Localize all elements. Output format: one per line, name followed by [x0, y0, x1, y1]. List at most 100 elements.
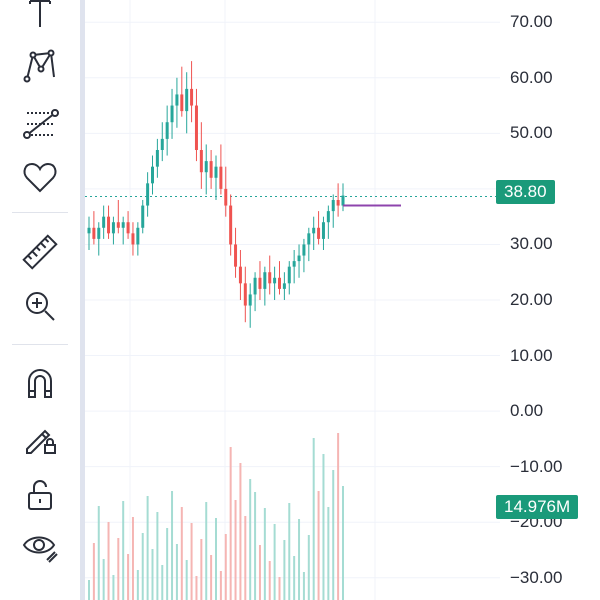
volume-bar [234, 500, 237, 600]
volume-bar [278, 577, 281, 600]
volume-bar [185, 560, 188, 600]
candle-body [273, 277, 277, 284]
volume-bar [273, 524, 276, 600]
candle-body [131, 233, 135, 245]
fib-retracement-icon[interactable] [18, 104, 62, 144]
candle-body [224, 188, 228, 206]
volume-bar [254, 492, 257, 600]
volume-bar [327, 507, 330, 600]
volume-bar [215, 518, 217, 600]
volume-tag: 14.976M [496, 495, 579, 519]
zoom-in-icon[interactable] [18, 286, 62, 326]
volume-bar [88, 580, 90, 600]
candle-body [317, 227, 321, 239]
eye-icon[interactable] [18, 526, 62, 566]
candle-body [107, 216, 111, 234]
candle-body [238, 266, 242, 284]
candle-body [155, 150, 159, 167]
toolbar-divider [12, 344, 68, 345]
candle-body [219, 166, 223, 189]
candle-body [336, 200, 340, 206]
price-axis-label: −30.00 [510, 567, 563, 587]
magnet-icon[interactable] [18, 362, 62, 402]
candle-body [170, 105, 174, 123]
volume-bar [180, 507, 183, 600]
volume-bar [141, 533, 144, 600]
volume-bar [249, 479, 252, 600]
lock-drawing-icon[interactable] [18, 418, 62, 458]
volume-bar [337, 433, 340, 600]
price-axis-label: 20.00 [510, 290, 553, 309]
volume-bar [112, 575, 115, 600]
volume-bar [151, 549, 154, 600]
price-axis-label: 70.00 [510, 12, 553, 32]
candle-body [185, 88, 189, 112]
volume-bar [97, 506, 100, 600]
heart-icon[interactable] [18, 158, 62, 198]
candle-body [321, 222, 325, 239]
candle-body [287, 266, 291, 284]
price-axis-label: −10.00 [510, 456, 563, 476]
text-tool-icon[interactable] [18, 0, 62, 34]
volume-bar [131, 517, 134, 600]
volume-bar [332, 470, 335, 600]
volume-bar [302, 572, 305, 600]
drawing-toolbar [0, 0, 80, 600]
volume-bar [288, 503, 291, 600]
candle-body [292, 261, 296, 267]
volume-bar [190, 523, 193, 600]
candle-body [253, 277, 257, 295]
pattern-tool-icon[interactable] [18, 46, 62, 86]
candle-body [258, 277, 262, 289]
candle-body [190, 88, 194, 106]
volume-bar [317, 491, 320, 600]
candle-body [331, 200, 335, 212]
price-axis-label: 0.00 [510, 401, 544, 421]
candle-body [121, 222, 125, 228]
price-axis-label: 10.00 [510, 345, 553, 365]
last-price-tag: 38.80 [496, 180, 555, 204]
candle-body [243, 283, 247, 306]
volume-bar [102, 559, 105, 600]
volume-bar [322, 454, 325, 600]
price-chart[interactable] [85, 0, 500, 600]
volume-bar [161, 565, 164, 600]
unlock-icon[interactable] [18, 474, 62, 514]
volume-bar [117, 538, 120, 600]
candle-body [126, 222, 130, 234]
candle-body [248, 294, 252, 306]
candle-body [204, 161, 208, 173]
candle-body [263, 272, 267, 289]
candle-body [180, 94, 184, 112]
candle-body [268, 272, 272, 284]
candle-body [97, 227, 101, 239]
volume-bar [244, 516, 247, 600]
volume-bar [127, 554, 130, 600]
chart-left-border [80, 0, 85, 600]
candle-body [165, 122, 169, 139]
volume-bar [258, 545, 261, 600]
volume-bar [136, 570, 139, 600]
volume-bar [156, 512, 159, 600]
volume-bar [92, 543, 95, 600]
candle-body [307, 233, 311, 245]
candle-body [111, 222, 115, 234]
volume-bar [195, 576, 198, 600]
candle-body [116, 222, 120, 228]
volume-bar [268, 561, 271, 600]
volume-bar [298, 519, 301, 600]
candle-body [146, 183, 150, 206]
candle-body [194, 105, 198, 150]
volume-bar [293, 556, 296, 600]
volume-bar [312, 438, 315, 600]
candle-body [141, 205, 145, 228]
candle-body [160, 138, 164, 150]
candle-body [151, 166, 154, 184]
candle-body [278, 277, 281, 289]
ruler-icon[interactable] [18, 232, 62, 272]
volume-bar [307, 535, 310, 600]
candle-body [136, 227, 140, 245]
candle-body [326, 211, 330, 223]
candle-body [209, 161, 213, 178]
candle-body [229, 205, 233, 245]
